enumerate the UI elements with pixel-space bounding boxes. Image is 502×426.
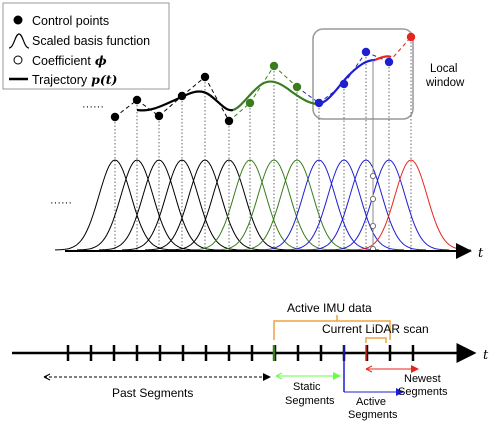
control-polygon-segment	[343, 51, 367, 85]
legend-coefficient: Coefficient	[32, 54, 91, 68]
control-polygon-segment	[158, 95, 183, 117]
trajectory-segment	[136, 90, 234, 112]
coefficient-marker	[369, 222, 376, 229]
coefficient-marker	[369, 172, 376, 179]
basis-function-curve	[351, 159, 471, 251]
control-point	[177, 91, 187, 101]
legend-box	[2, 2, 170, 90]
newest-segments-arrow-left-b	[365, 368, 373, 373]
control-point	[406, 32, 416, 42]
control-polygon-segment	[296, 86, 320, 104]
legend-control-points: Control points	[32, 14, 109, 28]
current-lidar-label: Current LiDAR scan	[322, 322, 429, 336]
control-polygon-segment	[136, 99, 160, 117]
control-point	[292, 82, 302, 92]
legend-trajectory-symbol: p(t)	[91, 72, 117, 87]
active-imu-label: Active IMU data	[287, 301, 372, 315]
control-polygon-segment	[388, 36, 412, 63]
basis-function-curve	[237, 159, 357, 251]
control-point	[245, 98, 255, 108]
legend-basis-function: Scaled basis function	[32, 34, 150, 48]
newest-segments-label-1: Newest	[404, 373, 441, 385]
basis-function-curve	[284, 159, 404, 251]
local-window-box	[312, 28, 414, 120]
control-points	[110, 32, 416, 126]
basis-function-curve	[306, 159, 426, 251]
active-segments-label-2: Segments	[348, 409, 398, 421]
current-lidar-bracket	[365, 337, 387, 343]
trajectory-segment	[232, 80, 319, 112]
newest-segments-label-2: Segments	[398, 386, 448, 398]
upper-axis-label: t	[478, 246, 484, 261]
static-segments-label-2: Segments	[285, 395, 335, 407]
basis-function-curve	[259, 159, 379, 251]
legend-trajectory: Trajectory	[32, 73, 88, 87]
legend-coefficient-symbol: ϕ	[95, 53, 107, 68]
newest-segments-arrow-left	[365, 365, 373, 370]
control-point	[132, 95, 142, 105]
control-polygon-segment	[228, 102, 251, 122]
basis-function-curve	[329, 159, 449, 251]
active-imu-bracket	[273, 320, 391, 340]
control-point	[200, 72, 210, 82]
control-point	[269, 61, 279, 71]
coefficient-legend-icon	[13, 55, 23, 65]
basis-function-curve	[55, 159, 175, 251]
past-segments-label: Past Segments	[112, 386, 193, 400]
local-window-label-line2: window	[425, 77, 465, 89]
basis-function-legend-icon	[8, 33, 30, 49]
control-polygon-segment	[273, 65, 298, 88]
control-point	[361, 47, 371, 57]
static-segments-arrow-left-b	[275, 375, 283, 380]
control-polygon-segment	[204, 76, 230, 122]
basis-function-curve	[77, 159, 197, 251]
trajectory-segment	[374, 55, 392, 62]
static-segments-arrow-left	[275, 372, 283, 377]
control-point	[384, 57, 394, 67]
lower-axis-label: t	[483, 348, 489, 363]
trajectory-segment	[317, 58, 376, 106]
control-point	[224, 116, 234, 126]
control-polygon-segment	[181, 76, 206, 97]
control-point	[110, 112, 120, 122]
guide-lines	[114, 42, 412, 250]
control-point	[314, 98, 324, 108]
active-segments-label-1: Active	[356, 396, 386, 408]
basis-function-curve	[169, 159, 289, 251]
basis-function-curve	[99, 159, 219, 251]
ellipsis-basis: ······	[50, 197, 72, 209]
trajectory-curve	[136, 55, 392, 112]
legend: Control points Scaled basis function Coe…	[2, 2, 170, 90]
basis-function-curve	[145, 159, 265, 251]
static-segments-label-1: Static	[293, 381, 321, 393]
coefficient-markers	[369, 60, 376, 252]
basis-function-curve	[122, 159, 242, 251]
control-polygon-segment	[114, 99, 138, 118]
control-polygon-segment	[318, 83, 345, 104]
control-polygon	[114, 36, 412, 122]
past-segments-arrow-head-left-b	[43, 376, 51, 381]
coefficient-marker	[369, 195, 376, 202]
control-point-legend-icon	[13, 15, 23, 25]
past-segments-arrow-head-left	[43, 373, 51, 378]
basis-functions	[55, 159, 471, 251]
basis-function-curve	[190, 159, 310, 251]
ellipsis-top: ······	[82, 101, 104, 113]
basis-function-curve	[214, 159, 334, 251]
control-point	[154, 111, 164, 121]
local-window-label-line1: Local	[430, 63, 458, 75]
control-point	[339, 79, 349, 89]
